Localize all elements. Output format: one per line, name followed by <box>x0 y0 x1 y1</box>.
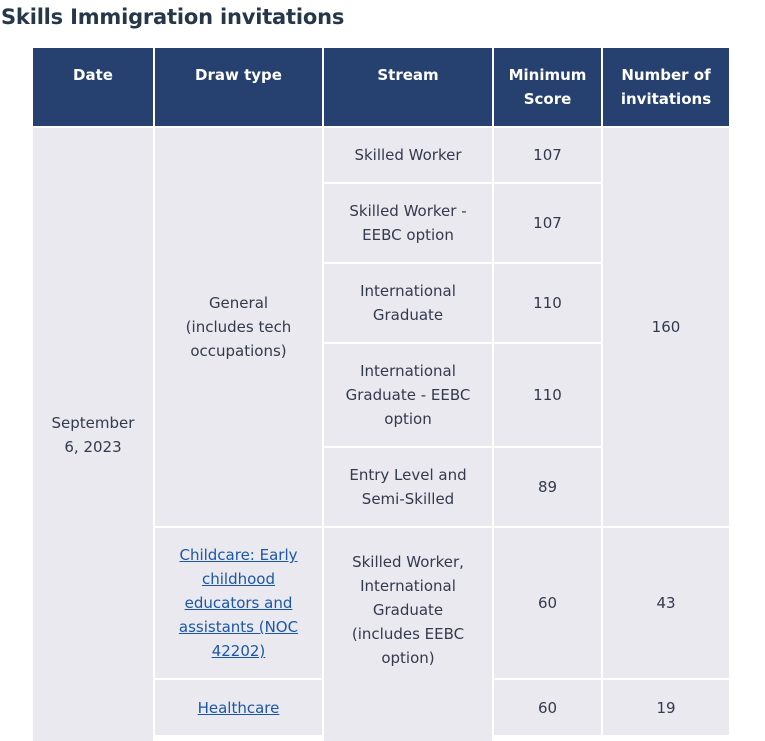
stream-cell: Skilled Worker <box>324 128 492 182</box>
draw-type-childcare: Childcare: Early childhood educators and… <box>155 528 322 678</box>
header-date: Date <box>33 48 153 126</box>
score-cell: 107 <box>494 128 601 182</box>
draw-type-general: General (includes tech occupations) <box>155 128 322 526</box>
stream-cell: Entry Level and Semi-Skilled <box>324 448 492 526</box>
draw-type-healthcare: Healthcare <box>155 680 322 735</box>
stream-cell: Skilled Worker - EEBC option <box>324 184 492 262</box>
header-draw-type: Draw type <box>155 48 322 126</box>
invitations-childcare: 43 <box>603 528 729 678</box>
healthcare-link[interactable]: Healthcare <box>197 698 280 717</box>
childcare-link[interactable]: Childcare: Early childhood educators and… <box>178 546 299 660</box>
header-stream: Stream <box>324 48 492 126</box>
invitations-general: 160 <box>603 128 729 526</box>
date-cell: September 6, 2023 <box>33 128 153 741</box>
score-cell: 107 <box>494 184 601 262</box>
stream-cell: International Graduate <box>324 264 492 342</box>
header-number-of-invitations: Number of invitations <box>603 48 729 126</box>
stream-cell: International Graduate - EEBC option <box>324 344 492 446</box>
score-cell: 60 <box>494 680 601 735</box>
invitations-healthcare: 19 <box>603 680 729 735</box>
score-cell: 110 <box>494 344 601 446</box>
score-cell: 89 <box>494 448 601 526</box>
targeted-stream-cell: Skilled Worker, International Graduate (… <box>324 528 492 741</box>
page-title: Skills Immigration invitations <box>1 5 345 29</box>
header-minimum-score: Minimum Score <box>494 48 601 126</box>
score-cell: 110 <box>494 264 601 342</box>
score-cell: 60 <box>494 528 601 678</box>
